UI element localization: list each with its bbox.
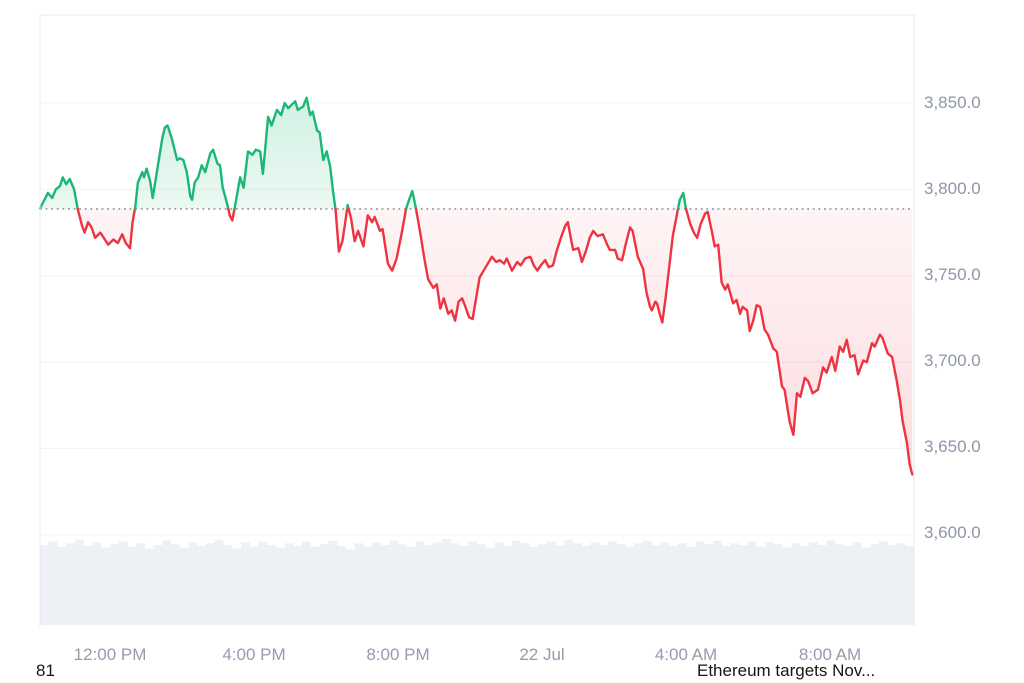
x-axis-label: 4:00 AM [654, 645, 718, 664]
x-axis-label: 8:00 AM [798, 645, 862, 664]
news-headline-link[interactable]: Ethereum targets Nov... [697, 661, 876, 680]
page-number-text: 81 [36, 661, 55, 680]
y-axis-label: 3,800.0 [924, 179, 981, 198]
x-axis-label: 8:00 PM [366, 645, 430, 664]
y-axis-label: 3,700.0 [924, 351, 981, 370]
y-axis-label: 3,650.0 [924, 437, 981, 456]
x-axis-label: 4:00 PM [222, 645, 286, 664]
y-axis-label: 3,750.0 [924, 265, 981, 284]
y-axis-label: 3,850.0 [924, 93, 981, 112]
x-axis-label: 12:00 PM [73, 645, 147, 664]
x-axis-label: 22 Jul [519, 645, 565, 664]
y-axis-label: 3,600.0 [924, 523, 981, 542]
